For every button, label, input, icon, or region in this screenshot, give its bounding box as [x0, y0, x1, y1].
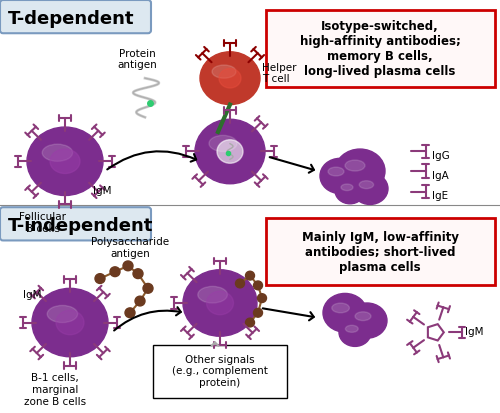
Circle shape [254, 281, 262, 290]
Circle shape [123, 261, 133, 271]
Ellipse shape [345, 160, 365, 171]
Ellipse shape [347, 303, 387, 338]
Ellipse shape [198, 286, 228, 303]
Ellipse shape [217, 140, 243, 163]
Ellipse shape [47, 306, 78, 323]
Circle shape [258, 294, 266, 302]
FancyBboxPatch shape [0, 207, 151, 240]
Ellipse shape [183, 270, 257, 336]
Text: T-dependent: T-dependent [8, 9, 134, 28]
Text: IgM: IgM [465, 328, 483, 337]
Text: B-1 cells,
marginal
zone B cells: B-1 cells, marginal zone B cells [24, 373, 86, 406]
Circle shape [125, 308, 135, 318]
Ellipse shape [339, 318, 371, 347]
Ellipse shape [328, 167, 344, 176]
Ellipse shape [200, 52, 260, 104]
Text: T-independent: T-independent [8, 217, 154, 235]
Ellipse shape [50, 149, 80, 173]
Circle shape [246, 318, 254, 327]
Circle shape [254, 309, 262, 317]
Text: Polysaccharide
antigen: Polysaccharide antigen [91, 237, 169, 259]
Text: Mainly IgM, low-affinity
antibodies; short-lived
plasma cells: Mainly IgM, low-affinity antibodies; sho… [302, 231, 458, 274]
Circle shape [95, 274, 105, 283]
FancyBboxPatch shape [153, 345, 287, 398]
Ellipse shape [341, 184, 353, 190]
Text: IgE: IgE [432, 192, 448, 202]
Ellipse shape [195, 119, 265, 184]
Ellipse shape [209, 135, 237, 152]
Ellipse shape [323, 293, 367, 332]
Ellipse shape [332, 303, 349, 313]
Ellipse shape [27, 127, 103, 195]
Circle shape [135, 296, 145, 306]
Circle shape [143, 283, 153, 293]
FancyBboxPatch shape [0, 0, 151, 33]
Text: Isotype-switched,
high-affinity antibodies;
memory B cells,
long-lived plasma ce: Isotype-switched, high-affinity antibodi… [300, 20, 460, 78]
Text: IgM: IgM [23, 290, 41, 300]
Ellipse shape [346, 325, 358, 332]
Ellipse shape [56, 310, 84, 335]
Ellipse shape [212, 65, 236, 78]
Text: IgA: IgA [432, 171, 449, 181]
Text: Helper
T cell: Helper T cell [262, 62, 296, 84]
Text: IgG: IgG [432, 152, 450, 161]
Ellipse shape [219, 69, 241, 88]
Circle shape [236, 279, 244, 288]
Circle shape [246, 271, 254, 280]
Text: Protein
antigen: Protein antigen [117, 49, 157, 70]
Text: Follicular
B cells: Follicular B cells [20, 212, 66, 234]
Ellipse shape [32, 288, 108, 357]
Ellipse shape [42, 144, 72, 161]
Text: IgM: IgM [93, 185, 112, 196]
Ellipse shape [320, 158, 360, 194]
Ellipse shape [206, 291, 234, 315]
Ellipse shape [335, 178, 365, 204]
Circle shape [110, 267, 120, 277]
Text: Other signals
(e.g., complement
protein): Other signals (e.g., complement protein) [172, 355, 268, 388]
FancyBboxPatch shape [266, 10, 495, 87]
Ellipse shape [352, 173, 388, 204]
Ellipse shape [359, 181, 374, 189]
Circle shape [133, 269, 143, 278]
FancyBboxPatch shape [266, 218, 495, 285]
Ellipse shape [335, 149, 385, 193]
Ellipse shape [355, 312, 371, 320]
